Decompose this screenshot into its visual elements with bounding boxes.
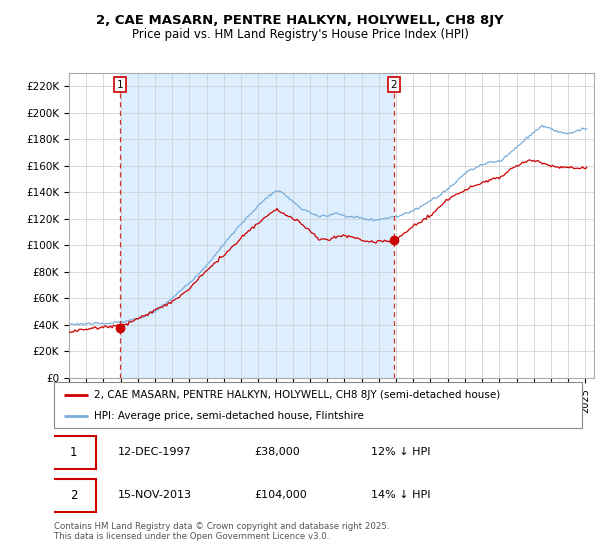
Text: 1: 1 bbox=[116, 80, 123, 90]
Text: Contains HM Land Registry data © Crown copyright and database right 2025.
This d: Contains HM Land Registry data © Crown c… bbox=[54, 522, 389, 542]
FancyBboxPatch shape bbox=[54, 382, 582, 428]
Text: 14% ↓ HPI: 14% ↓ HPI bbox=[371, 491, 430, 501]
Text: 15-NOV-2013: 15-NOV-2013 bbox=[118, 491, 191, 501]
Text: Price paid vs. HM Land Registry's House Price Index (HPI): Price paid vs. HM Land Registry's House … bbox=[131, 28, 469, 41]
FancyBboxPatch shape bbox=[52, 479, 96, 512]
Text: HPI: Average price, semi-detached house, Flintshire: HPI: Average price, semi-detached house,… bbox=[94, 411, 364, 421]
Text: 2: 2 bbox=[70, 489, 77, 502]
Text: 12% ↓ HPI: 12% ↓ HPI bbox=[371, 447, 430, 457]
Text: 2: 2 bbox=[391, 80, 397, 90]
Text: 1: 1 bbox=[70, 446, 77, 459]
Text: 2, CAE MASARN, PENTRE HALKYN, HOLYWELL, CH8 8JY (semi-detached house): 2, CAE MASARN, PENTRE HALKYN, HOLYWELL, … bbox=[94, 390, 500, 400]
Text: £38,000: £38,000 bbox=[254, 447, 301, 457]
Bar bbox=[120, 73, 394, 378]
Text: £104,000: £104,000 bbox=[254, 491, 307, 501]
FancyBboxPatch shape bbox=[52, 436, 96, 469]
Text: 2, CAE MASARN, PENTRE HALKYN, HOLYWELL, CH8 8JY: 2, CAE MASARN, PENTRE HALKYN, HOLYWELL, … bbox=[96, 14, 504, 27]
Text: 12-DEC-1997: 12-DEC-1997 bbox=[118, 447, 191, 457]
